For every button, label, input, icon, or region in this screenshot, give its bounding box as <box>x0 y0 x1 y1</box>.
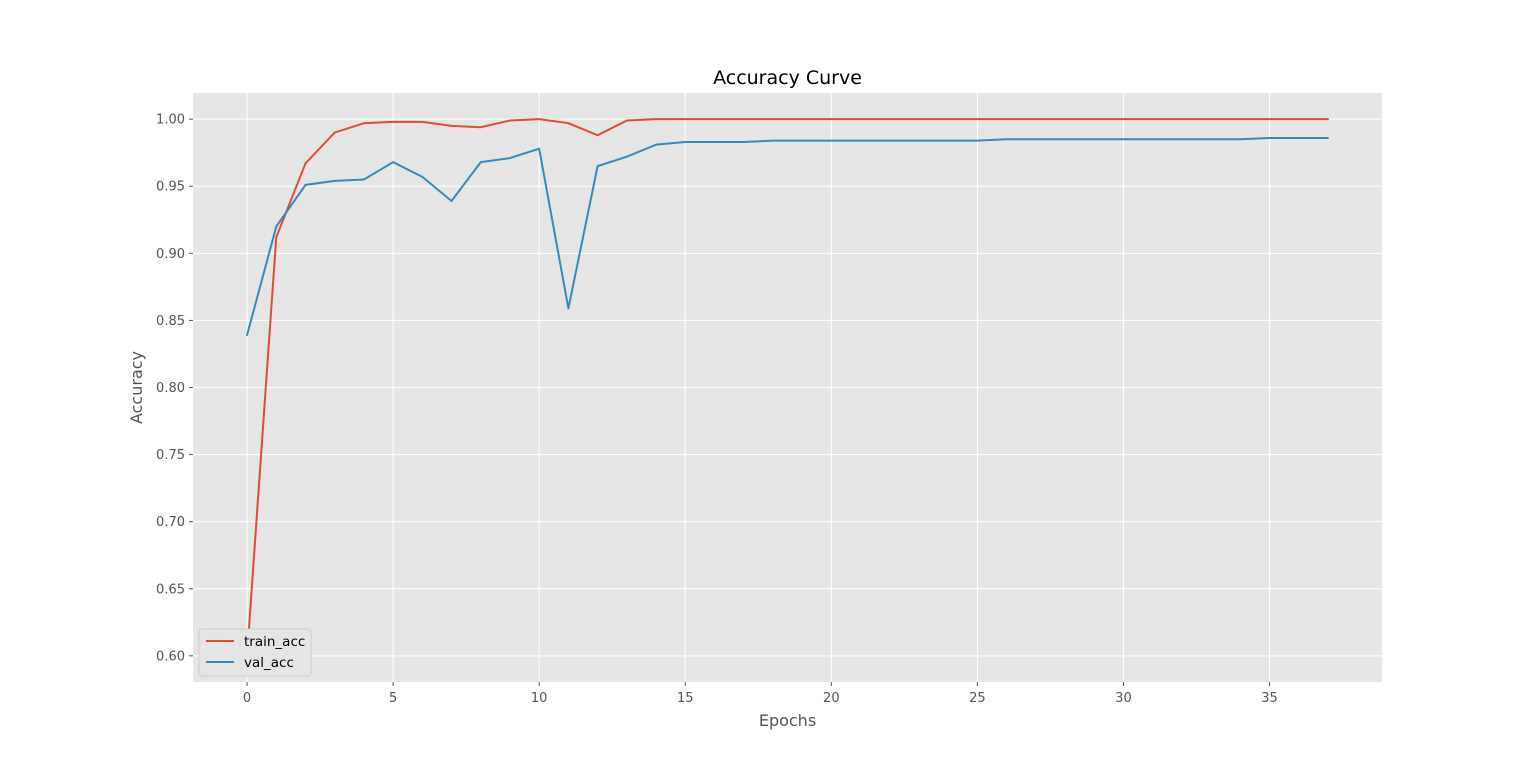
series-line-val-acc <box>246 136 1329 337</box>
y-axis-label: Accuracy <box>127 351 146 424</box>
legend-label-val-acc: val_acc <box>244 655 294 671</box>
x-tick-label: 30 <box>1115 691 1132 706</box>
y-axis-ticks: 0.60 0.65 0.70 0.75 0.80 0.85 0.90 0.95 1.00 <box>156 113 193 664</box>
series-lines <box>246 118 1329 657</box>
y-tick-label: 0.70 <box>156 515 185 530</box>
x-axis-ticks: 0 5 10 15 20 25 30 35 <box>243 682 1278 706</box>
y-tick-label: 1.00 <box>156 113 185 128</box>
x-tick-label: 5 <box>389 691 397 706</box>
legend-label-train-acc: train_acc <box>244 634 305 650</box>
y-tick-label: 0.75 <box>156 448 185 463</box>
x-tick-label: 10 <box>531 691 548 706</box>
y-tick-label: 0.90 <box>156 247 185 262</box>
x-tick-label: 20 <box>823 691 840 706</box>
y-tick-label: 0.85 <box>156 314 185 329</box>
y-tick-label: 0.95 <box>156 180 185 195</box>
legend: train_acc val_acc <box>198 628 312 677</box>
x-tick-label: 0 <box>243 691 251 706</box>
series-line-train-acc <box>246 118 1329 657</box>
grid-lines <box>193 93 1382 682</box>
x-tick-label: 25 <box>969 691 986 706</box>
y-tick-label: 0.60 <box>156 649 185 664</box>
x-tick-label: 15 <box>677 691 694 706</box>
x-tick-label: 35 <box>1261 691 1278 706</box>
y-tick-label: 0.80 <box>156 381 185 396</box>
x-axis-label: Epochs <box>759 711 816 730</box>
y-tick-label: 0.65 <box>156 582 185 597</box>
chart-title: Accuracy Curve <box>713 67 862 89</box>
